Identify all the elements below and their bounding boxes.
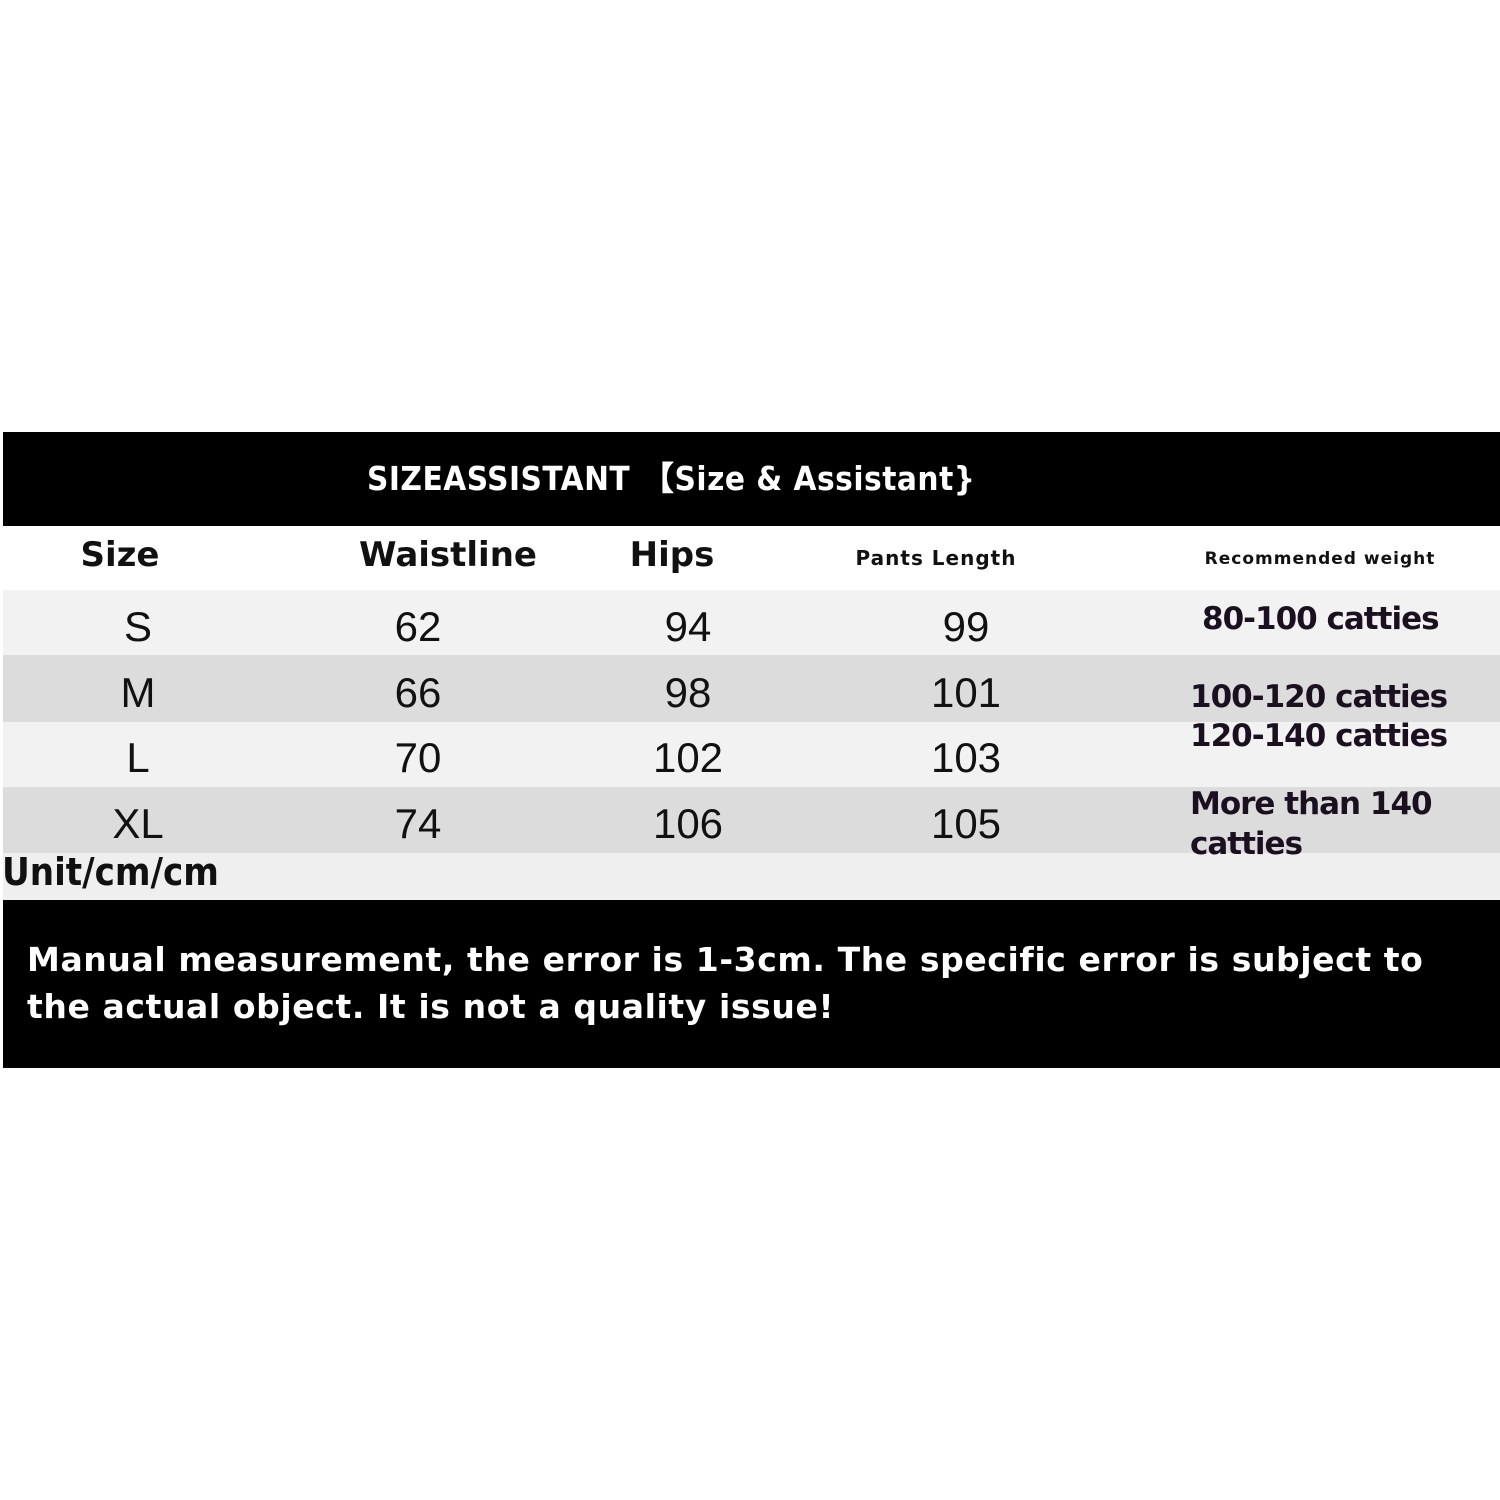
header-waistline: Waistline	[359, 535, 537, 575]
weight-s: 80-100 catties	[1202, 601, 1440, 637]
cell-waistline: 74	[394, 800, 442, 847]
cell-pants-length: 101	[930, 669, 1002, 716]
cell-waistline: 62	[394, 603, 442, 650]
note-bar	[3, 900, 1500, 1068]
chart-title: SIZEASSISTANT 【Size & Assistant}	[367, 459, 976, 498]
table-row	[3, 722, 1500, 787]
unit-row	[3, 853, 1500, 900]
weight-xl-line1: More than 140	[1190, 786, 1433, 822]
cell-pants-length: 105	[930, 800, 1002, 847]
cell-hips: 98	[664, 669, 712, 716]
unit-label: Unit/cm/cm	[2, 850, 219, 894]
header-pants-length: Pants Length	[855, 546, 1017, 570]
cell-size: S	[123, 603, 153, 650]
header-recommended-weight: Recommended weight	[1204, 549, 1436, 569]
weight-l: 120-140 catties	[1190, 718, 1448, 754]
cell-hips: 106	[652, 800, 724, 847]
cell-pants-length: 99	[942, 603, 990, 650]
cell-hips: 94	[664, 603, 712, 650]
cell-pants-length: 103	[930, 734, 1002, 781]
header-size: Size	[80, 535, 160, 575]
cell-size: XL	[112, 800, 164, 847]
table-row	[3, 590, 1500, 655]
table-row	[3, 787, 1500, 853]
cell-waistline: 70	[394, 734, 442, 781]
cell-size: L	[126, 734, 150, 781]
cell-size: M	[120, 669, 156, 716]
weight-xl-line2: catties	[1190, 826, 1303, 862]
weight-m: 100-120 catties	[1190, 679, 1448, 715]
title-bar	[3, 432, 1500, 526]
measurement-note: Manual measurement, the error is 1-3cm. …	[27, 940, 1424, 1026]
cell-hips: 102	[652, 734, 724, 781]
header-row	[3, 526, 1500, 590]
header-hips: Hips	[629, 535, 715, 575]
table-row	[3, 655, 1500, 722]
cell-waistline: 66	[394, 669, 442, 716]
